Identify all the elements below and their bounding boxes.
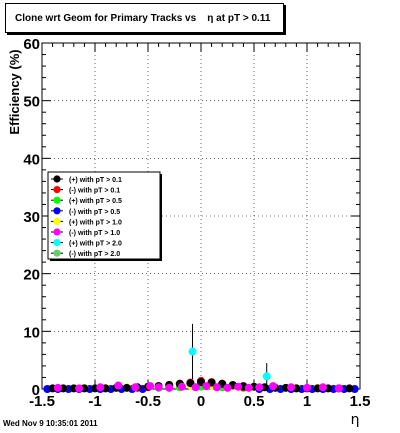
legend-entry: (-) with pT > 1.0 bbox=[69, 230, 120, 237]
data-point bbox=[202, 382, 211, 391]
legend: (+) with pT > 0.1 (-) with pT > 0.1 (+) wi… bbox=[47, 171, 162, 261]
legend-marker bbox=[53, 239, 61, 247]
data-point bbox=[287, 383, 296, 392]
data-point bbox=[53, 383, 62, 392]
data-point bbox=[188, 347, 197, 356]
legend-entry: (+) with pT > 0.5 bbox=[69, 198, 122, 205]
y-tick-label: 0 bbox=[32, 382, 40, 399]
legend-entry: (-) with pT > 2.0 bbox=[69, 251, 120, 258]
data-point bbox=[122, 383, 131, 392]
timestamp-footer: Wed Nov 9 10:35:01 2011 bbox=[3, 419, 98, 428]
x-axis-label: η bbox=[351, 412, 360, 428]
x-tick-label: -1 bbox=[88, 393, 101, 410]
data-point bbox=[96, 383, 105, 392]
data-point bbox=[244, 383, 253, 392]
data-point bbox=[255, 383, 264, 392]
data-point bbox=[318, 383, 327, 392]
y-tick-label: 20 bbox=[23, 267, 40, 284]
legend-entry: (+) with pT > 0.1 bbox=[69, 177, 122, 184]
data-point bbox=[114, 381, 123, 390]
legend-box bbox=[47, 171, 161, 260]
x-tick-label: -0.5 bbox=[135, 393, 161, 410]
legend-entry: (+) with pT > 2.0 bbox=[69, 241, 122, 248]
x-tick-label: 1 bbox=[303, 393, 311, 410]
x-tick-label: 0.5 bbox=[244, 393, 265, 410]
chart-title-box: Clone wrt Geom for Primary Tracks vs η a… bbox=[5, 3, 284, 33]
data-point bbox=[75, 384, 84, 393]
data-point bbox=[146, 382, 155, 391]
data-point bbox=[154, 383, 163, 392]
data-point bbox=[165, 383, 174, 392]
y-tick-label: 10 bbox=[23, 324, 40, 341]
legend-marker bbox=[53, 196, 61, 204]
legend-entry: (-) with pT > 0.5 bbox=[69, 209, 120, 216]
legend-marker bbox=[53, 249, 61, 257]
data-point bbox=[334, 384, 343, 393]
data-point bbox=[269, 382, 278, 391]
x-tick-label: 0 bbox=[197, 393, 205, 410]
data-point bbox=[191, 383, 200, 392]
chart-title: Clone wrt Geom for Primary Tracks vs η a… bbox=[15, 13, 271, 24]
legend-entry: (+) with pT > 1.0 bbox=[69, 219, 122, 226]
data-point bbox=[262, 372, 271, 381]
legend-marker bbox=[53, 217, 61, 225]
legend-marker bbox=[53, 207, 61, 215]
series-6 bbox=[53, 381, 343, 393]
legend-marker bbox=[53, 228, 61, 236]
data-point bbox=[223, 383, 232, 392]
y-tick-label: 40 bbox=[23, 151, 40, 168]
y-tick-label: 50 bbox=[23, 94, 40, 111]
legend-marker bbox=[53, 186, 61, 194]
legend-entry: (-) with pT > 0.1 bbox=[69, 188, 120, 195]
y-tick-label: 30 bbox=[23, 209, 40, 226]
data-point bbox=[234, 382, 243, 391]
data-point bbox=[212, 383, 221, 392]
y-axis-label: Efficiency (%) bbox=[7, 49, 22, 134]
y-tick-label: 60 bbox=[23, 36, 40, 53]
data-point bbox=[345, 384, 354, 393]
legend-marker bbox=[53, 175, 61, 183]
x-tick-label: -1.5 bbox=[29, 393, 55, 410]
data-point bbox=[303, 383, 311, 392]
data-point bbox=[131, 383, 140, 392]
series-7 bbox=[188, 323, 271, 389]
x-tick-label: 1.5 bbox=[350, 393, 371, 410]
data-point bbox=[177, 382, 186, 391]
